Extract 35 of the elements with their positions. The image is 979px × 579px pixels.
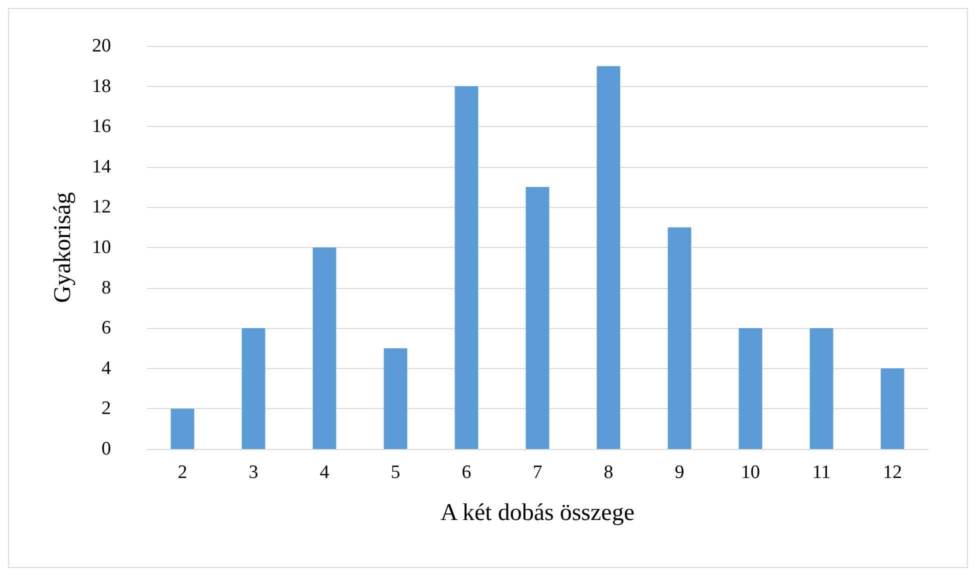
bar <box>596 66 620 449</box>
bar <box>526 187 550 449</box>
x-tick-label: 5 <box>390 462 400 483</box>
y-tick-label: 16 <box>92 116 111 138</box>
bar <box>454 86 478 449</box>
x-tick-label: 9 <box>674 462 684 483</box>
y-tick-label: 20 <box>92 36 111 56</box>
x-tick-label: 11 <box>812 462 831 483</box>
bar <box>880 368 904 449</box>
y-tick-label: 2 <box>102 398 111 420</box>
y-tick-label: 10 <box>92 237 111 258</box>
y-tick-label: 4 <box>102 358 112 379</box>
bar <box>738 328 762 449</box>
bar <box>170 408 194 449</box>
bar <box>384 348 408 449</box>
y-tick-label: 8 <box>102 277 111 298</box>
y-tick-label: 6 <box>102 318 111 339</box>
x-tick-label: 3 <box>248 462 258 483</box>
x-tick-label: 8 <box>604 462 614 483</box>
x-tick-label: 10 <box>741 462 760 483</box>
bar <box>668 227 692 449</box>
x-axis-title: A két dobás összege <box>440 500 634 526</box>
y-tick-label: 14 <box>92 156 112 178</box>
bar <box>810 328 834 449</box>
x-tick-label: 6 <box>462 462 472 483</box>
bar <box>242 328 266 449</box>
y-tick-label: 12 <box>92 196 111 218</box>
x-tick-label: 2 <box>178 462 188 483</box>
y-axis-title: Gyakoriság <box>50 192 76 303</box>
x-tick-label: 4 <box>320 462 330 483</box>
y-tick-label: 0 <box>102 438 111 460</box>
x-tick-label: 12 <box>883 462 902 483</box>
x-tick-label: 7 <box>532 462 542 483</box>
y-tick-label: 18 <box>92 76 111 97</box>
bar <box>312 248 336 449</box>
